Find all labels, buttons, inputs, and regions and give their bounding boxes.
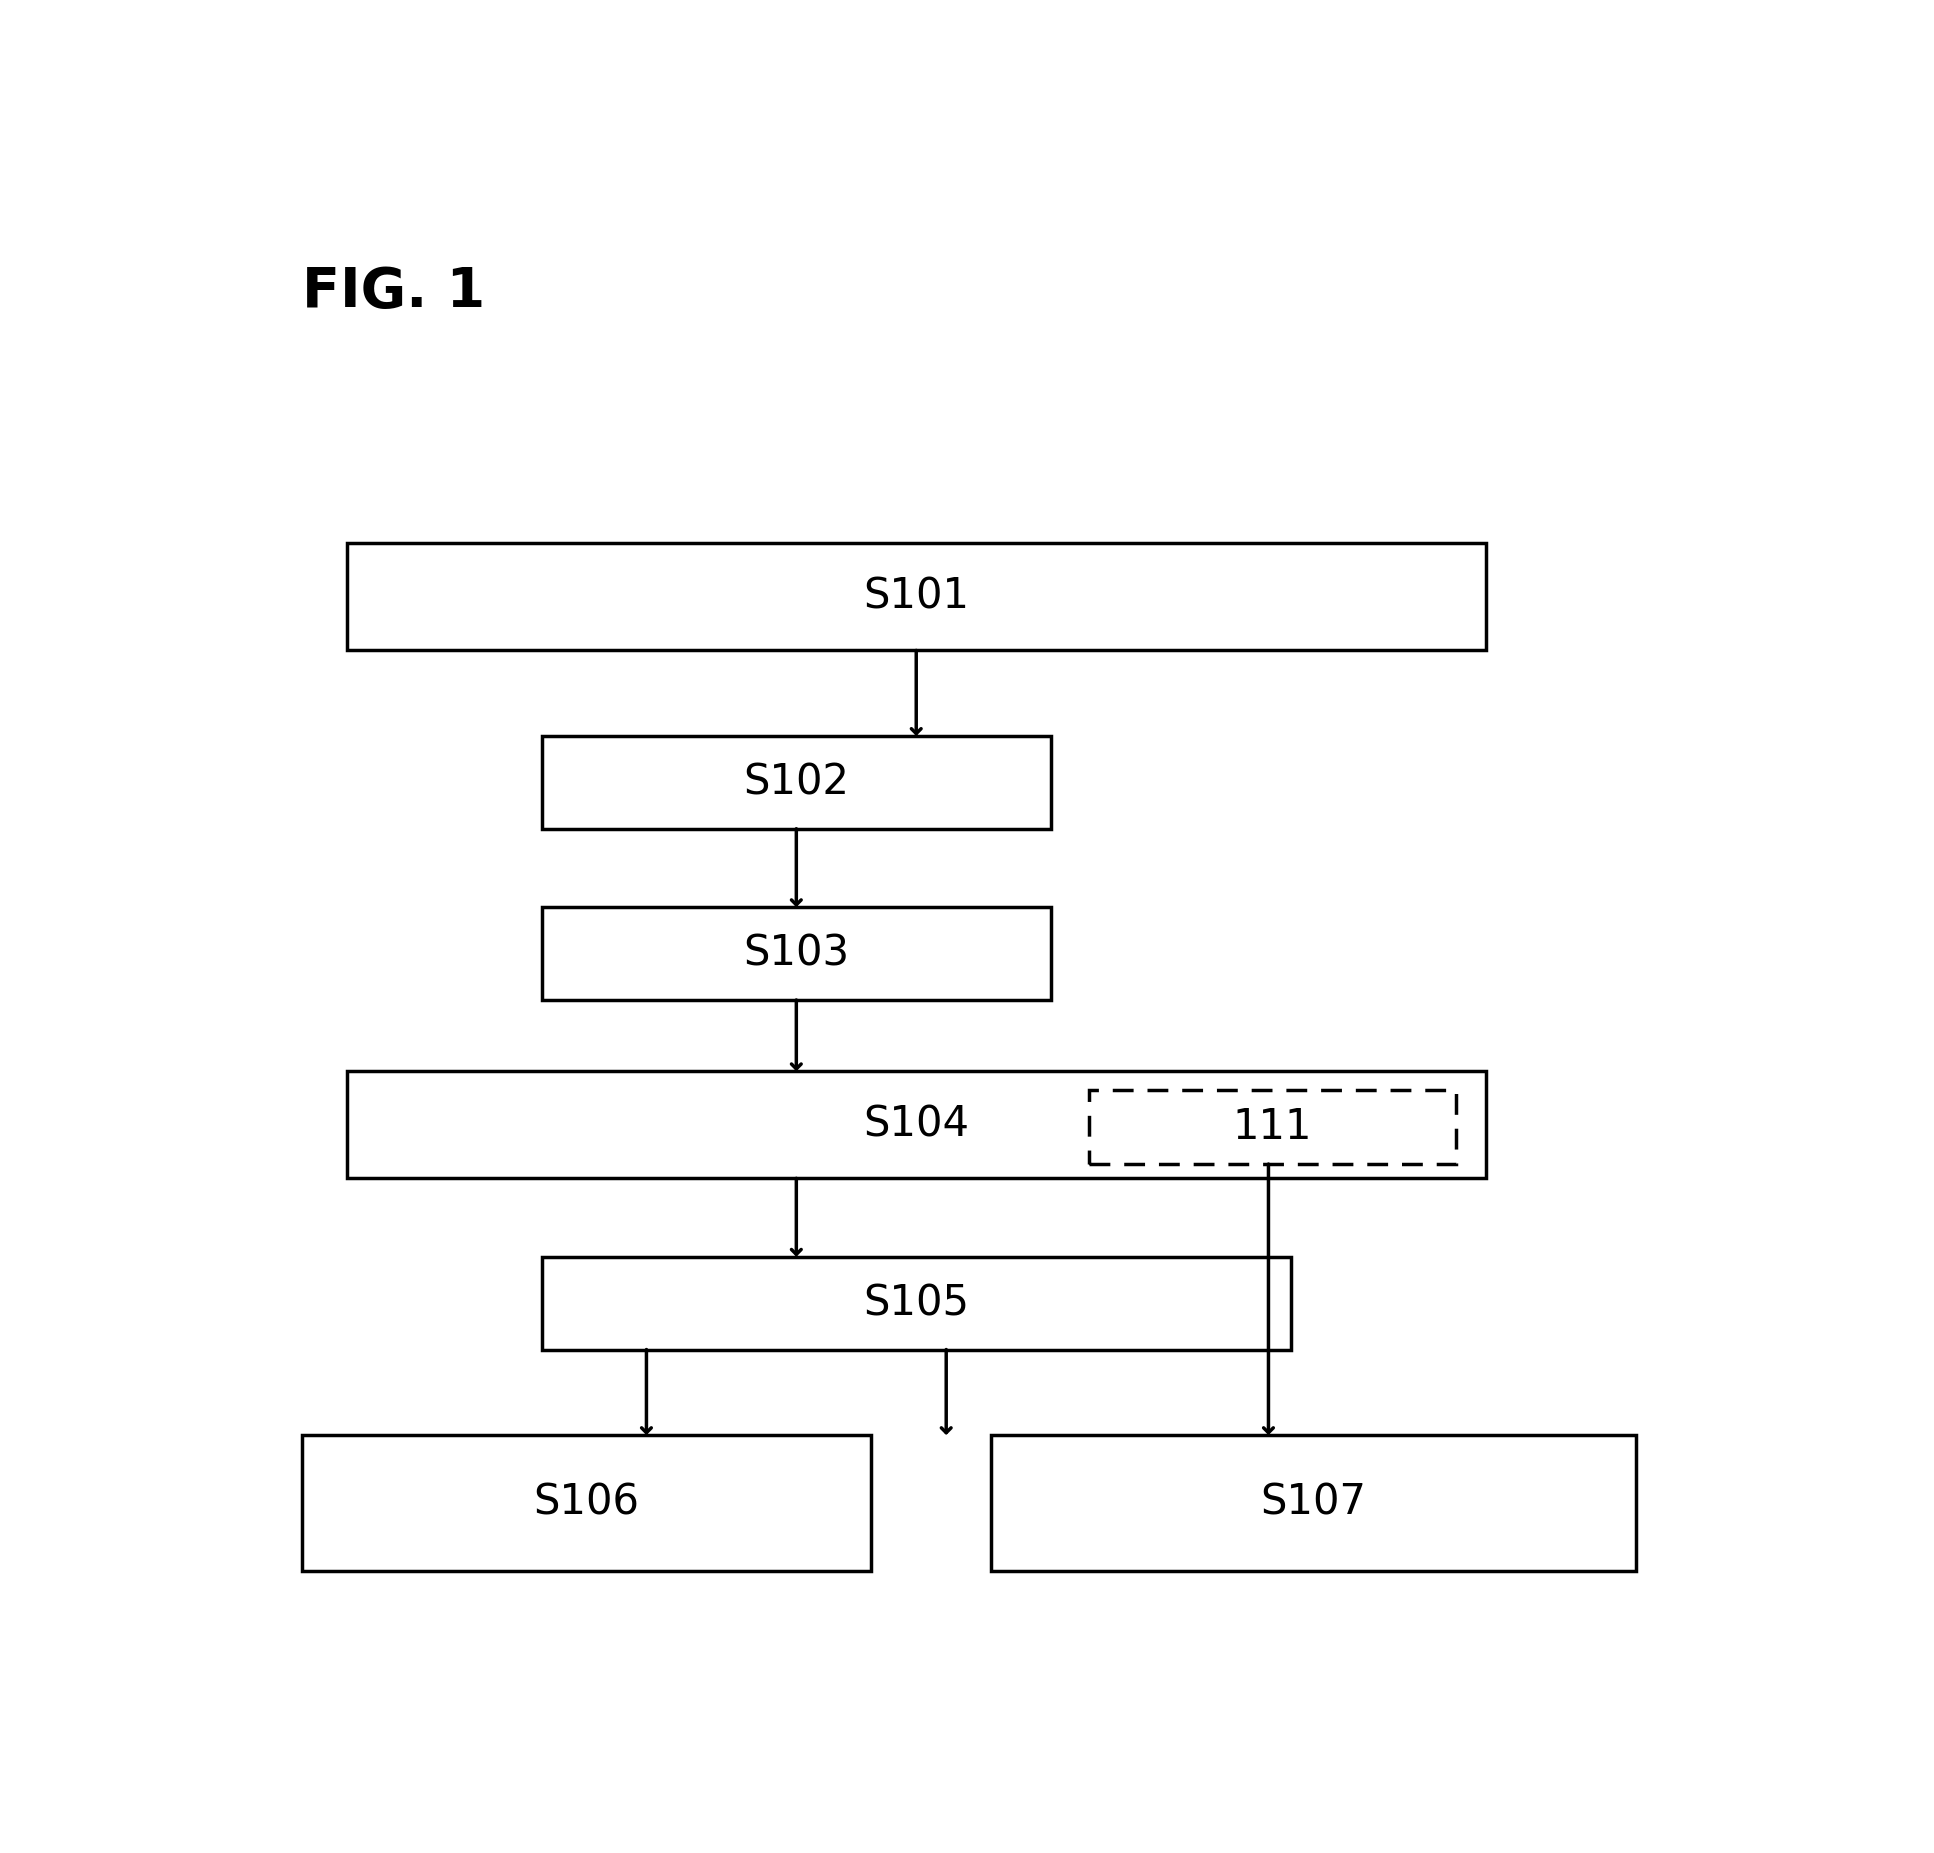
- Text: S101: S101: [863, 576, 969, 617]
- Text: 111: 111: [1232, 1106, 1311, 1149]
- FancyBboxPatch shape: [992, 1434, 1636, 1571]
- Text: FIG. 1: FIG. 1: [302, 265, 485, 319]
- Text: S102: S102: [743, 762, 849, 804]
- FancyBboxPatch shape: [302, 1434, 872, 1571]
- Text: S103: S103: [743, 932, 849, 975]
- FancyBboxPatch shape: [346, 1071, 1485, 1179]
- FancyBboxPatch shape: [542, 1256, 1292, 1349]
- Text: S107: S107: [1261, 1482, 1365, 1523]
- FancyBboxPatch shape: [346, 543, 1485, 650]
- Text: S105: S105: [863, 1282, 969, 1325]
- Text: S106: S106: [534, 1482, 640, 1523]
- FancyBboxPatch shape: [542, 736, 1052, 828]
- Text: S104: S104: [863, 1104, 969, 1145]
- FancyBboxPatch shape: [542, 908, 1052, 1001]
- FancyBboxPatch shape: [1089, 1090, 1456, 1164]
